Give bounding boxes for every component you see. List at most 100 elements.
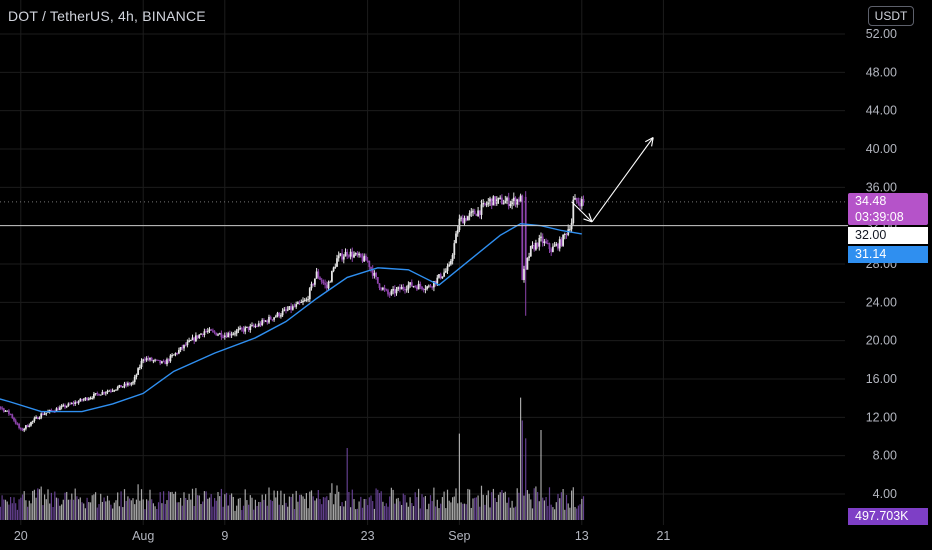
candle-body (164, 361, 167, 365)
volume-bar (416, 497, 418, 520)
volume-bar (66, 491, 68, 520)
candle-body (50, 409, 53, 411)
candle-body (234, 333, 236, 335)
volume-bar (460, 502, 462, 520)
candle-body (271, 319, 274, 321)
candle-body (212, 330, 214, 332)
volume-bar (210, 494, 212, 520)
y-tick-label: 16.00 (866, 372, 897, 386)
candle-body (436, 277, 439, 284)
candle-body (108, 390, 111, 392)
y-tick-label: 24.00 (866, 295, 897, 309)
candle-body (519, 195, 522, 202)
volume-bar (494, 498, 496, 520)
candle-body (254, 326, 257, 328)
candle-body (460, 217, 462, 219)
candle-body (380, 288, 383, 290)
candle-body (4, 410, 7, 412)
candle-body (548, 243, 551, 250)
volume-bar (436, 499, 438, 520)
projection-arrow (591, 137, 654, 223)
volume-bar (276, 490, 279, 520)
candle-body (324, 283, 326, 285)
candle-body (417, 283, 420, 290)
candle-body (572, 199, 575, 223)
volume-bar (117, 492, 119, 520)
arrow-head (583, 218, 593, 223)
volume-bar (321, 504, 323, 520)
candle-body (382, 287, 384, 290)
candle-body (450, 260, 452, 265)
volume-bar (271, 501, 273, 520)
volume-bar (555, 502, 557, 520)
volume-bar (219, 496, 221, 520)
y-tick-label: 20.00 (866, 334, 897, 348)
volume-bar (18, 499, 20, 520)
volume-bar (203, 491, 205, 520)
y-tick-label: 12.00 (866, 410, 897, 424)
volume-bar (491, 492, 493, 520)
volume-bar (290, 496, 292, 520)
x-tick-label: 23 (361, 529, 375, 543)
volume-bar (576, 508, 578, 520)
candle-body (104, 392, 107, 394)
candle-body (390, 290, 393, 295)
candle-body (404, 288, 406, 290)
candle-body (344, 251, 347, 257)
volume-bar (406, 502, 408, 520)
candle-body (563, 234, 566, 236)
candle-body (528, 256, 530, 258)
currency-button[interactable]: USDT (868, 6, 914, 26)
volume-bar (287, 506, 289, 520)
candle-body (325, 284, 328, 289)
candle-body (363, 255, 366, 262)
volume-bar (188, 493, 190, 520)
y-tick-label: 44.00 (866, 104, 897, 118)
volume-bar (528, 493, 530, 520)
candle-body (434, 281, 437, 284)
volume-bar (326, 496, 328, 520)
volume-bar (222, 506, 224, 520)
candle-body (62, 405, 65, 407)
candle-body (575, 197, 578, 202)
volume-bar (411, 503, 413, 520)
candle-body (72, 403, 75, 405)
volume-bar (503, 492, 505, 520)
candle-body (518, 199, 520, 202)
volume-bar (74, 488, 76, 520)
candle-body (485, 204, 488, 206)
volume-bar (186, 499, 188, 520)
candle-body (288, 306, 291, 310)
volume-bar (251, 497, 253, 520)
candle-body (302, 300, 304, 303)
candle-body (19, 427, 22, 430)
candle-body (125, 383, 128, 386)
candle-body (76, 402, 78, 404)
volume-bar (38, 489, 41, 520)
candle-body (569, 229, 571, 231)
x-tick-label: 20 (14, 529, 28, 543)
candle-body (356, 252, 359, 256)
candle-body (280, 315, 282, 317)
symbol-title[interactable]: DOT / TetherUS, 4h, BINANCE (8, 8, 206, 24)
volume-bar (25, 500, 27, 520)
candle-body (473, 210, 476, 215)
volume-bar (52, 506, 54, 520)
candle-body (35, 416, 37, 419)
candle-body (18, 423, 20, 428)
volume-bar (91, 495, 93, 520)
candle-body (149, 357, 151, 360)
candle-body (314, 278, 316, 285)
last-price-value: 34.48 (855, 194, 887, 208)
volume-bar (20, 497, 22, 520)
x-tick-label: 13 (575, 529, 589, 543)
candle-body (400, 286, 403, 290)
volume-bar (346, 448, 348, 520)
y-tick-label: 40.00 (866, 142, 897, 156)
candle-body (358, 253, 360, 256)
volume-bar (127, 496, 129, 520)
volume-bar (489, 507, 491, 520)
candle-body (285, 309, 287, 311)
candle-body (200, 333, 202, 335)
